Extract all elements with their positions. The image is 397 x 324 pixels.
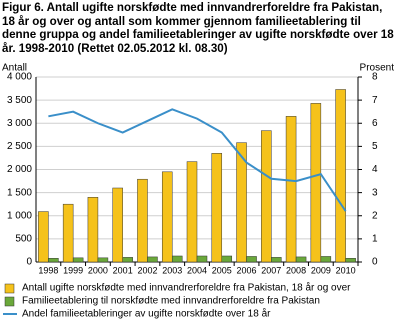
bar xyxy=(171,255,183,263)
x-tick-label: 2006 xyxy=(237,265,257,275)
bar xyxy=(112,187,123,263)
bar xyxy=(87,197,99,263)
bar xyxy=(122,257,133,263)
legend-swatch xyxy=(4,296,15,307)
bar xyxy=(320,256,332,263)
legend-label: Familieetablering til norskfødte med inn… xyxy=(22,296,320,307)
legend-swatch xyxy=(4,283,15,294)
y-tick-label: 3 500 xyxy=(7,95,32,106)
x-tick-label: 2008 xyxy=(286,265,306,275)
bar xyxy=(246,256,257,263)
bar xyxy=(261,130,272,263)
x-tick-label: 2004 xyxy=(187,265,207,275)
y-tick-label: 0 xyxy=(26,257,32,268)
x-tick-label: 2009 xyxy=(311,265,331,275)
x-tick-label: 1998 xyxy=(38,265,58,275)
bar xyxy=(62,203,74,263)
y2-tick-label: 0 xyxy=(372,257,378,268)
x-tick-label: 2001 xyxy=(113,265,133,275)
bar xyxy=(161,171,173,263)
y-axis-label: Antall xyxy=(2,63,27,74)
bar xyxy=(147,256,158,263)
bar xyxy=(72,257,84,263)
legend-label: Andel familieetableringer av ugifte nors… xyxy=(22,308,271,320)
y2-tick-label: 4 xyxy=(372,164,378,175)
bar xyxy=(295,256,307,263)
bar xyxy=(285,116,297,263)
bar xyxy=(137,178,148,263)
x-tick-label: 2003 xyxy=(162,265,182,275)
x-tick-label: 2000 xyxy=(88,265,108,275)
bar xyxy=(196,255,208,263)
x-tick-label: 2005 xyxy=(212,265,232,275)
bar xyxy=(271,257,282,263)
x-tick-label: 2010 xyxy=(336,265,356,275)
chart-title: Figur 6. Antall ugifte norskfødte med in… xyxy=(2,1,394,55)
y2-tick-label: 5 xyxy=(372,141,378,152)
y-tick-label: 3 000 xyxy=(7,118,32,129)
y2-tick-label: 6 xyxy=(372,118,378,129)
x-tick-label: 2007 xyxy=(261,265,281,275)
legend-label: Antall ugifte norskfødte med innvandrerf… xyxy=(22,282,351,294)
bar xyxy=(38,211,49,263)
y2-tick-label: 1 xyxy=(372,234,378,245)
bar xyxy=(310,103,322,263)
y2-tick-label: 7 xyxy=(372,95,378,106)
bar xyxy=(48,258,59,263)
x-tick-label: 2002 xyxy=(137,265,157,275)
y-tick-label: 1 500 xyxy=(7,187,32,198)
y2-tick-label: 8 xyxy=(372,72,378,83)
y2-axis-label: Prosent xyxy=(360,63,395,74)
y-tick-label: 2 500 xyxy=(7,141,32,152)
bar xyxy=(211,153,223,263)
bar xyxy=(335,89,346,263)
y-tick-label: 2 000 xyxy=(7,164,32,175)
bar xyxy=(345,258,356,263)
y2-tick-label: 2 xyxy=(372,210,378,221)
y-tick-label: 4 000 xyxy=(7,72,32,83)
y-tick-label: 1 000 xyxy=(7,210,32,221)
bar xyxy=(97,257,109,263)
y2-tick-label: 3 xyxy=(372,187,378,198)
bar xyxy=(221,255,233,263)
bar xyxy=(236,142,247,263)
y-tick-label: 500 xyxy=(15,234,32,245)
bar xyxy=(186,161,198,263)
line xyxy=(48,108,347,212)
x-tick-label: 1999 xyxy=(63,265,83,275)
